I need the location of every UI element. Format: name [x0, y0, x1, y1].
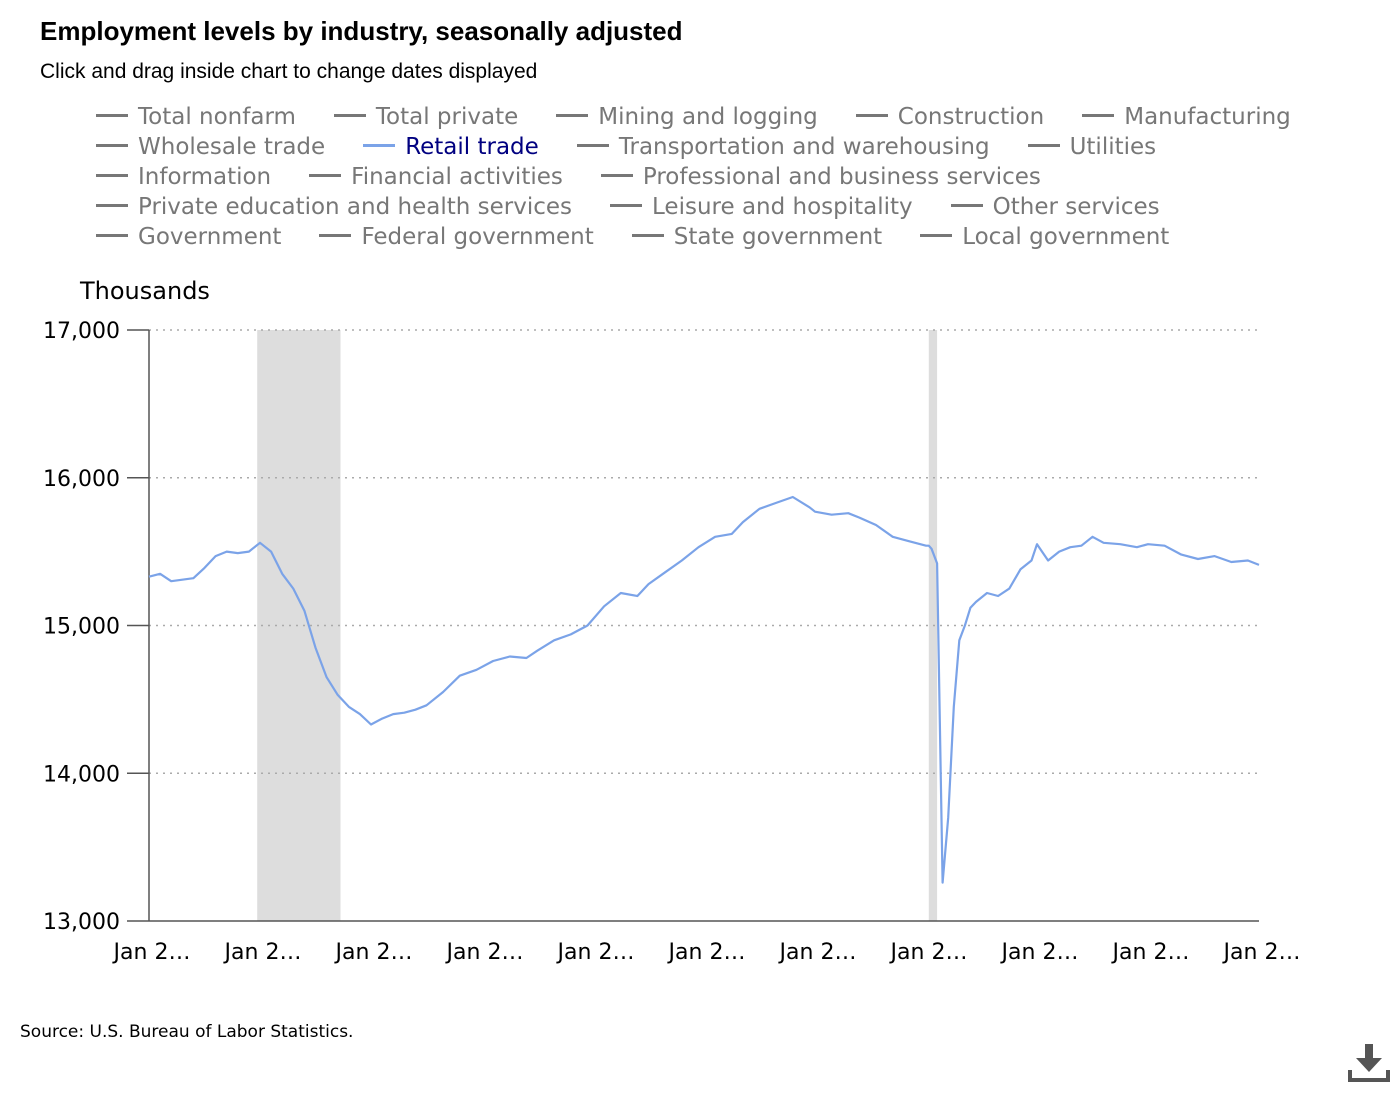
legend-swatch: [556, 114, 589, 117]
legend-label: Utilities: [1069, 134, 1157, 160]
legend-swatch: [333, 114, 366, 117]
legend-swatch: [96, 234, 128, 237]
legend-label: Mining and logging: [598, 104, 818, 130]
source-note: Source: U.S. Bureau of Labor Statistics.: [20, 1022, 354, 1042]
legend-item-total-nonfarm[interactable]: Total nonfarm: [96, 102, 296, 132]
legend-item-state-government[interactable]: State government: [631, 222, 883, 252]
legend-swatch: [855, 114, 888, 117]
legend-label: Total private: [375, 104, 519, 130]
legend-label: Information: [138, 164, 272, 190]
y-axis-unit-label: Thousands: [79, 277, 210, 305]
legend-item-manufacturing[interactable]: Manufacturing: [1082, 102, 1291, 132]
legend-label: Financial activities: [351, 164, 563, 190]
legend-label: Local government: [962, 224, 1170, 250]
legend-swatch: [920, 234, 953, 237]
legend-label: Private education and health services: [138, 194, 573, 220]
legend-label: Wholesale trade: [138, 134, 326, 160]
series-line-retail-trade: [148, 495, 1260, 884]
legend-swatch: [319, 234, 352, 237]
legend-item-local-government[interactable]: Local government: [920, 222, 1169, 252]
legend-item-mining-and-logging[interactable]: Mining and logging: [556, 102, 818, 132]
x-tick-label: Jan 2…: [889, 940, 968, 965]
gridlines: [149, 329, 1259, 774]
series-lines: [148, 495, 1260, 884]
y-tick-labels: 13,000 14,000 15,000 16,000 17,000: [43, 319, 149, 935]
legend-item-total-private[interactable]: Total private: [333, 102, 519, 132]
x-tick-label: Jan 2…: [1000, 940, 1079, 965]
legend-swatch: [96, 144, 128, 147]
x-tick-label: Jan 2…: [223, 940, 302, 965]
legend-row: Government Federal government State govern…: [96, 222, 1376, 252]
chart-area[interactable]: Thousands 13,000 14,000 15,000 16,000 17,000…: [0, 0, 1400, 1000]
legend-swatch: [950, 204, 983, 207]
legend-item-leisure-and-hospitality[interactable]: Leisure and hospitality: [610, 192, 913, 222]
legend-item-construction[interactable]: Construction: [855, 102, 1045, 132]
legend-item-utilities[interactable]: Utilities: [1027, 132, 1157, 162]
y-tick-label: 14,000: [43, 762, 120, 787]
x-tick-label: Jan 2…: [556, 940, 635, 965]
x-tick-label: Jan 2…: [1111, 940, 1190, 965]
legend-row: Information Financial activities Professio…: [96, 162, 1376, 192]
legend-swatch: [363, 144, 396, 147]
legend-item-other-services[interactable]: Other services: [950, 192, 1160, 222]
legend-swatch: [631, 234, 664, 237]
recession-shading: [257, 330, 938, 921]
recession-band: [257, 330, 341, 921]
legend-label: State government: [673, 224, 883, 250]
recession-band: [928, 330, 938, 921]
legend-label: Transportation and warehousing: [618, 134, 990, 160]
legend-swatch: [96, 204, 128, 207]
x-tick-label: Jan 2…: [778, 940, 857, 965]
x-tick-label: Jan 2…: [112, 940, 191, 965]
legend-row: Private education and health services Lei…: [96, 192, 1376, 222]
legend-label: Government: [138, 224, 282, 250]
y-tick-label: 17,000: [43, 319, 120, 344]
legend-row: Wholesale trade Retail trade Transportatio…: [96, 132, 1376, 162]
y-tick-label: 16,000: [43, 467, 120, 492]
y-tick-label: 13,000: [43, 910, 120, 935]
legend-item-financial-activities[interactable]: Financial activities: [309, 162, 563, 192]
legend-swatch: [96, 114, 128, 117]
legend-row: Total nonfarm Total private Mining and log…: [96, 102, 1376, 132]
legend-swatch: [600, 174, 633, 177]
download-button[interactable]: [1346, 1042, 1392, 1086]
x-tick-label: Jan 2…: [1222, 940, 1301, 965]
legend-swatch: [576, 144, 609, 147]
legend-label: Total nonfarm: [138, 104, 296, 130]
legend-item-retail-trade[interactable]: Retail trade: [363, 132, 539, 162]
legend-item-government[interactable]: Government: [96, 222, 281, 252]
legend-label: Manufacturing: [1124, 104, 1291, 130]
legend-swatch: [1027, 144, 1060, 147]
legend-item-information[interactable]: Information: [96, 162, 271, 192]
legend-swatch: [1082, 114, 1115, 117]
legend-label: Other services: [992, 194, 1160, 220]
x-tick-label: Jan 2…: [334, 940, 413, 965]
legend-item-federal-government[interactable]: Federal government: [319, 222, 594, 252]
legend-item-transportation-and-warehousing[interactable]: Transportation and warehousing: [576, 132, 990, 162]
x-tick-label: Jan 2…: [445, 940, 524, 965]
legend: Total nonfarm Total private Mining and log…: [96, 102, 1376, 252]
download-icon: [1348, 1044, 1390, 1082]
legend-label: Federal government: [361, 224, 594, 250]
legend-swatch: [610, 204, 643, 207]
chart-title: Employment levels by industry, seasonall…: [40, 16, 683, 46]
legend-label: Leisure and hospitality: [652, 194, 913, 220]
legend-swatch: [309, 174, 342, 177]
x-tick-labels: Jan 2… Jan 2… Jan 2… Jan 2… Jan 2… Jan 2… Jan …: [112, 940, 1301, 965]
legend-label: Construction: [897, 104, 1045, 130]
legend-item-wholesale-trade[interactable]: Wholesale trade: [96, 132, 325, 162]
chart-subtitle: Click and drag inside chart to change da…: [40, 60, 538, 83]
legend-swatch: [96, 174, 128, 177]
y-tick-label: 15,000: [43, 615, 120, 640]
x-tick-label: Jan 2…: [667, 940, 746, 965]
legend-item-private-education-and-health-services[interactable]: Private education and health services: [96, 192, 572, 222]
legend-label: Retail trade: [405, 134, 539, 160]
legend-item-professional-and-business-services[interactable]: Professional and business services: [600, 162, 1041, 192]
legend-label: Professional and business services: [642, 164, 1041, 190]
